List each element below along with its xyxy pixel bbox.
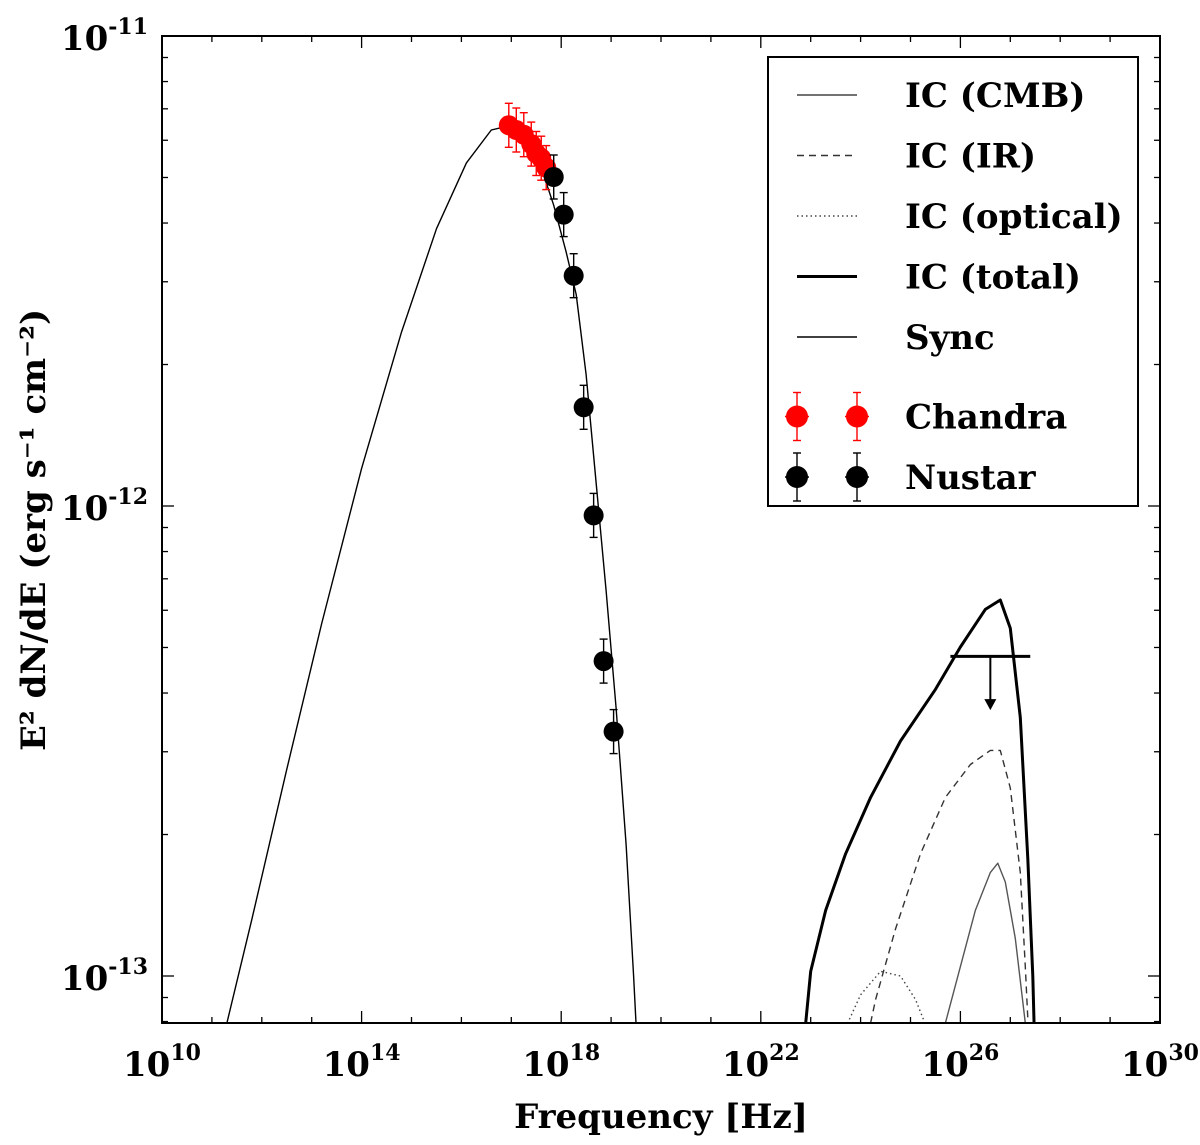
line-sync: [226, 124, 637, 1023]
marker-nustar: [593, 651, 614, 672]
tick-labels: 1010 1014 1018 1022 1026 1030 10-11 10-12 10-13: [61, 14, 1199, 1085]
x-tick-label: 1030: [1121, 1040, 1199, 1085]
legend-box: [767, 56, 1139, 507]
legend-marker: [786, 405, 808, 428]
point-nustar: [583, 492, 604, 539]
marker-nustar: [603, 721, 624, 742]
y-tick-label: 10-11: [61, 14, 148, 59]
legend-label: Nustar: [905, 458, 1037, 498]
y-tick-label: 10-13: [61, 954, 148, 999]
legend: IC (CMB) IC (IR) IC (optical) IC (total) Syn…: [767, 56, 1139, 507]
point-nustar: [553, 191, 574, 238]
legend-label: Sync: [905, 318, 995, 358]
series-nustar: [543, 154, 624, 755]
legend-label: Chandra: [905, 398, 1067, 438]
marker-nustar: [543, 167, 564, 187]
line-ic-cmb: [944, 862, 1027, 1023]
y-axis-title: E² dN/dE (erg s⁻¹ cm⁻²): [14, 309, 54, 751]
legend-item: IC (optical): [797, 197, 1123, 237]
point-nustar: [603, 708, 624, 755]
line-ic-total: [804, 598, 1036, 1023]
y-tick-label: 10-12: [61, 484, 148, 529]
legend-item: IC (total): [797, 258, 1081, 298]
marker-nustar: [563, 265, 584, 286]
legend-label: IC (optical): [905, 197, 1123, 237]
x-tick-label: 1022: [722, 1040, 800, 1085]
point-nustar: [593, 638, 614, 684]
legend-item: Chandra: [785, 391, 1067, 442]
legend-label: IC (IR): [905, 137, 1036, 177]
legend-item: Nustar: [785, 452, 1037, 502]
point-nustar: [573, 384, 594, 430]
x-tick-label: 1010: [123, 1040, 201, 1085]
legend-marker: [846, 466, 868, 488]
upper-limit-arrowhead: [984, 699, 997, 711]
marker-nustar: [583, 505, 604, 526]
plot-overlay: [950, 654, 1031, 711]
legend-item: IC (IR): [797, 137, 1036, 177]
x-axis-title: Frequency [Hz]: [514, 1097, 808, 1137]
marker-nustar: [553, 204, 574, 225]
legend-marker: [786, 466, 808, 488]
legend-marker: [846, 405, 868, 428]
plot-frame: [161, 35, 1161, 1024]
point-nustar: [563, 252, 584, 299]
x-tick-label: 1018: [522, 1040, 600, 1085]
line-ic-ir: [869, 749, 1029, 1023]
legend-label: IC (CMB): [905, 76, 1085, 116]
marker-nustar: [573, 397, 594, 418]
legend-item: IC (CMB): [797, 76, 1085, 116]
plot-data: [226, 102, 1036, 1023]
x-tick-label: 1026: [921, 1040, 999, 1085]
legend-label: IC (total): [905, 258, 1081, 298]
point-nustar: [543, 154, 564, 200]
x-tick-label: 1014: [323, 1040, 401, 1085]
legend-item: Sync: [797, 318, 995, 358]
